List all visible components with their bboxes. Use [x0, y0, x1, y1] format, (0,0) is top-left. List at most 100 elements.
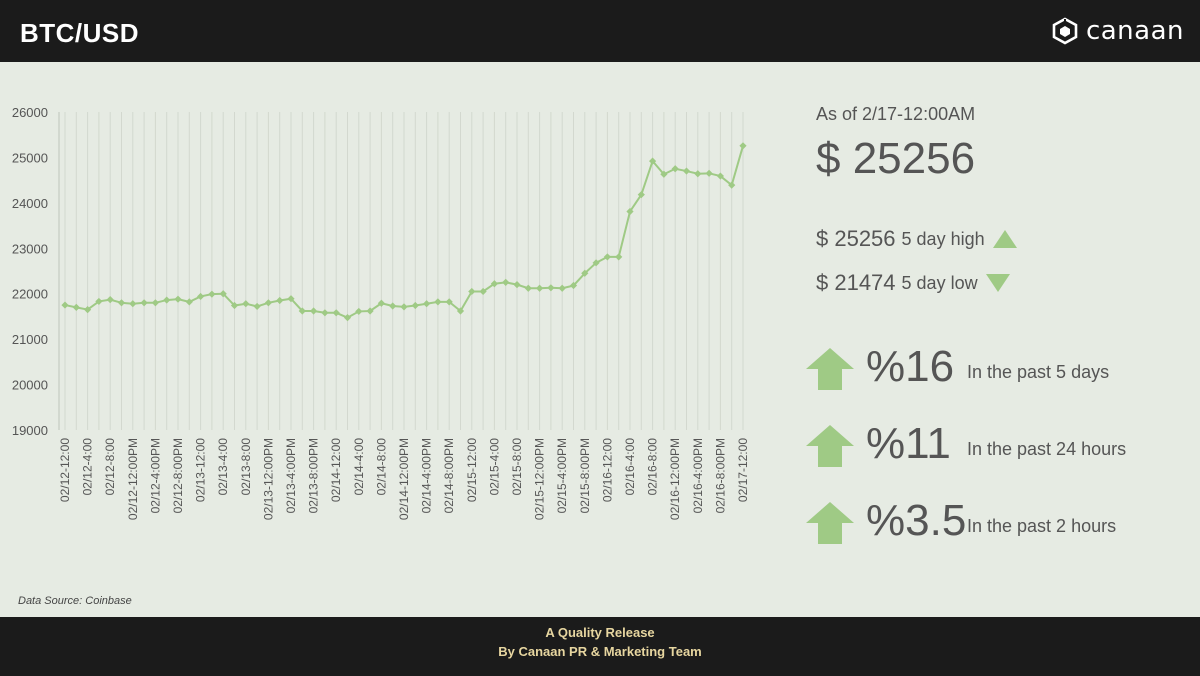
data-point: [276, 296, 284, 305]
x-tick-label: 02/15-8:00PM: [578, 438, 592, 513]
data-point: [106, 296, 114, 304]
data-point: [502, 278, 510, 286]
x-tick-label: 02/16-12:00PM: [668, 438, 682, 520]
data-point: [185, 298, 193, 306]
data-point: [343, 314, 352, 322]
x-tick-label: 02/12-4:00PM: [148, 438, 162, 513]
x-tick-label: 02/16-12:00: [600, 438, 614, 502]
data-point: [140, 299, 148, 307]
data-point: [208, 290, 216, 298]
five-day-low-value: $ 21474: [816, 270, 896, 295]
y-tick-label: 22000: [12, 287, 48, 302]
footer-team-line: By Canaan PR & Marketing Team: [498, 644, 702, 659]
data-point: [377, 299, 385, 307]
content-panel: [0, 62, 1200, 617]
data-point: [332, 309, 340, 317]
change-percent: %16: [866, 342, 955, 391]
data-point: [716, 172, 724, 180]
data-point: [366, 307, 374, 315]
y-tick-label: 26000: [12, 105, 48, 120]
x-tick-label: 02/15-12:00PM: [533, 438, 547, 520]
footer-bar: A Quality Release By Canaan PR & Marketi…: [0, 617, 1200, 676]
triangle-up-icon: [992, 230, 1017, 248]
data-point: [660, 170, 668, 178]
arrow-up-icon: [806, 502, 854, 544]
data-point: [694, 170, 702, 178]
five-day-low-label: 5 day low: [901, 272, 978, 293]
triangle-down-icon: [985, 274, 1010, 292]
x-tick-label: 02/17-12:00: [736, 438, 750, 502]
data-point: [581, 269, 589, 277]
data-point: [163, 296, 171, 304]
x-tick-label: 02/13-8:00PM: [307, 438, 321, 513]
data-point: [117, 299, 126, 307]
x-tick-label: 02/16-4:00: [623, 438, 637, 496]
data-point: [671, 165, 679, 173]
data-point: [490, 280, 498, 288]
data-point: [95, 297, 103, 306]
data-point: [264, 299, 272, 307]
price-line-chart: 19000 20000 21000 22000 23000 24000 25000 26000…: [12, 105, 750, 520]
data-point: [615, 253, 623, 261]
x-tick-label: 02/13-12:00: [194, 438, 208, 502]
data-point: [321, 309, 329, 317]
x-tick-label: 02/14-4:00PM: [420, 438, 434, 513]
data-point: [197, 292, 205, 301]
data-point: [682, 167, 691, 175]
data-point: [456, 307, 465, 315]
data-point: [151, 299, 159, 307]
data-point: [400, 303, 408, 311]
canaan-hexagon-logo-icon: [1052, 17, 1078, 45]
change-description: In the past 2 hours: [967, 516, 1117, 536]
arrow-up-icon: [806, 425, 854, 467]
data-point: [626, 207, 634, 216]
y-tick-label: 23000: [12, 241, 48, 256]
data-point: [434, 298, 442, 306]
y-tick-label: 20000: [12, 378, 48, 393]
x-tick-label: 02/12-8:00PM: [171, 438, 185, 513]
x-tick-label: 02/12-12:00: [58, 438, 72, 502]
x-tick-label: 02/12-8:00: [103, 438, 117, 496]
data-point: [287, 295, 295, 303]
data-point: [61, 301, 69, 309]
data-point: [524, 284, 532, 292]
change-description: In the past 24 hours: [967, 439, 1127, 459]
data-point: [129, 300, 137, 308]
header-bar: BTC/USD canaan: [0, 0, 1200, 62]
data-point: [739, 142, 747, 150]
x-tick-label: 02/14-12:00: [329, 438, 343, 502]
data-point: [547, 284, 555, 292]
change-percent: %11: [866, 419, 951, 468]
x-tick-label: 02/13-4:00: [216, 438, 230, 496]
x-tick-label: 02/12-12:00PM: [126, 438, 140, 520]
five-day-high-value: $ 25256: [816, 226, 896, 251]
x-tick-label: 02/16-8:00PM: [713, 438, 727, 513]
y-tick-label: 21000: [12, 332, 48, 347]
x-tick-label: 02/14-8:00: [374, 438, 388, 496]
data-point: [603, 253, 611, 261]
data-point: [355, 307, 363, 316]
y-tick-label: 25000: [12, 150, 48, 165]
change-percent: %3.5: [866, 496, 967, 545]
data-point: [536, 284, 544, 292]
data-point: [649, 157, 657, 165]
five-day-high-row: $ 25256 5 day high: [816, 226, 1017, 252]
data-source-note: Data Source: Coinbase: [18, 595, 132, 607]
x-tick-label: 02/15-8:00: [510, 438, 524, 496]
x-tick-label: 02/12-4:00: [81, 438, 95, 496]
y-tick-label: 19000: [12, 423, 48, 438]
change-row-24-hours: %11 In the past 24 hours: [806, 419, 1186, 475]
data-point: [705, 169, 713, 177]
data-point: [242, 300, 250, 308]
x-tick-label: 02/15-4:00: [487, 438, 501, 496]
data-point: [253, 302, 261, 311]
brand-logo[interactable]: canaan: [1052, 14, 1184, 48]
data-point: [637, 191, 645, 199]
x-tick-label: 02/15-4:00PM: [555, 438, 569, 513]
data-point: [389, 302, 397, 310]
x-tick-label: 02/16-8:00: [646, 438, 660, 496]
x-tick-label: 02/13-8:00: [239, 438, 253, 496]
footer-release-line: A Quality Release: [545, 625, 655, 640]
x-tick-label: 02/13-12:00PM: [261, 438, 275, 520]
data-point: [174, 295, 182, 303]
